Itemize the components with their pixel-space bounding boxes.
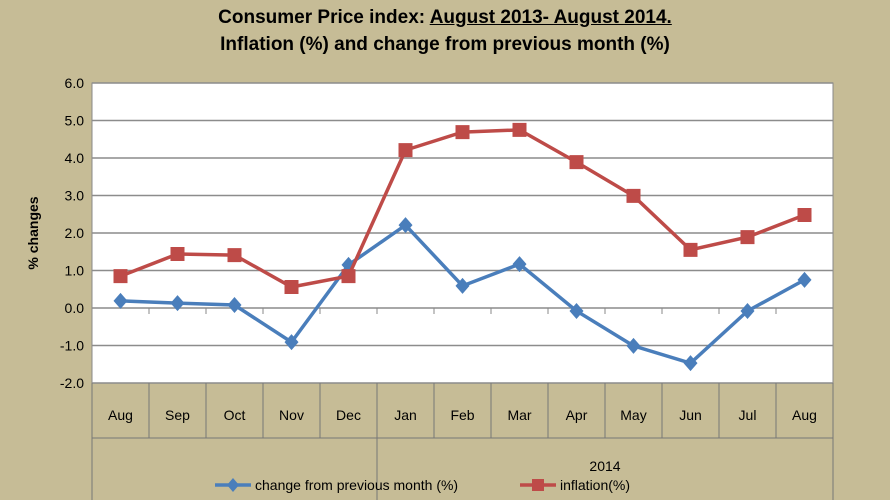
x-tick-label: Aug bbox=[792, 407, 817, 423]
legend-marker bbox=[532, 479, 544, 491]
y-tick-label: -2.0 bbox=[60, 375, 84, 391]
data-point-inflation bbox=[626, 188, 641, 203]
data-point-inflation bbox=[569, 155, 584, 170]
data-point-inflation bbox=[455, 125, 470, 140]
data-point-change bbox=[227, 297, 242, 313]
x-tick-label: Feb bbox=[450, 407, 474, 423]
data-point-change bbox=[512, 256, 527, 273]
data-point-inflation bbox=[740, 230, 755, 245]
x-tick-label: Sep bbox=[165, 407, 190, 423]
x-tick-label: Jun bbox=[679, 407, 702, 423]
legend-label: inflation(%) bbox=[560, 477, 630, 493]
x-tick-label: May bbox=[620, 407, 646, 423]
data-point-inflation bbox=[341, 269, 356, 284]
data-point-change bbox=[740, 303, 755, 319]
x-tick-label: Nov bbox=[279, 407, 304, 423]
x-tick-label: Aug bbox=[108, 407, 133, 423]
data-point-change bbox=[683, 355, 698, 372]
data-point-change bbox=[170, 295, 185, 312]
data-point-inflation bbox=[284, 280, 299, 294]
x-tick-label: Mar bbox=[507, 407, 531, 423]
data-point-inflation bbox=[797, 208, 812, 222]
y-axis-label: % changes bbox=[25, 196, 41, 269]
x-tick-label: Apr bbox=[566, 407, 588, 423]
data-point-change bbox=[284, 334, 299, 351]
data-point-change bbox=[626, 337, 641, 354]
chart-title: Consumer Price index: August 2013- Augus… bbox=[0, 4, 890, 58]
y-tick-label: -1.0 bbox=[60, 338, 84, 354]
x-tick-label: Jul bbox=[739, 407, 757, 423]
title-prefix: Consumer Price index: bbox=[218, 7, 430, 28]
data-point-inflation bbox=[227, 248, 242, 263]
year-group-label: 2014 bbox=[589, 458, 620, 474]
y-tick-label: 2.0 bbox=[65, 225, 85, 241]
x-tick-label: Oct bbox=[224, 407, 246, 423]
y-tick-label: 3.0 bbox=[65, 188, 85, 204]
y-tick-label: 4.0 bbox=[65, 150, 85, 166]
data-point-change bbox=[569, 303, 584, 319]
x-tick-label: Jan bbox=[394, 407, 417, 423]
data-point-change bbox=[113, 292, 128, 309]
title-period: August 2013- August 2014. bbox=[429, 7, 672, 28]
data-point-inflation bbox=[512, 122, 527, 137]
title-line2: Inflation (%) and change from previous m… bbox=[220, 34, 670, 55]
data-point-inflation bbox=[683, 242, 698, 257]
legend-label: change from previous month (%) bbox=[255, 477, 458, 493]
data-point-change bbox=[797, 271, 812, 288]
data-point-inflation bbox=[113, 269, 128, 284]
y-tick-label: 5.0 bbox=[65, 113, 85, 129]
data-point-change bbox=[398, 217, 413, 234]
data-point-inflation bbox=[398, 143, 413, 158]
data-point-change bbox=[455, 277, 470, 294]
y-tick-label: 6.0 bbox=[65, 75, 85, 91]
legend-marker bbox=[227, 478, 239, 492]
y-tick-label: 1.0 bbox=[65, 263, 85, 279]
x-tick-label: Dec bbox=[336, 407, 361, 423]
y-tick-label: 0.0 bbox=[65, 300, 85, 316]
data-point-inflation bbox=[170, 247, 185, 261]
